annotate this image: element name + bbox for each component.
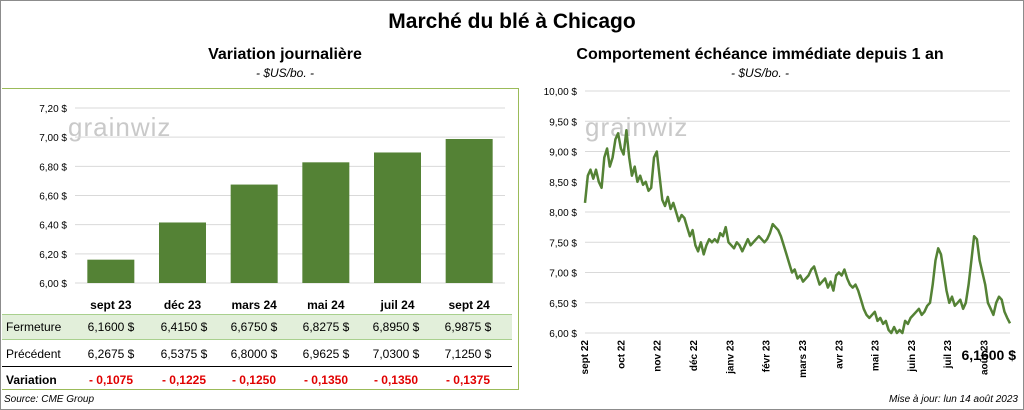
x-tick-label: mars 23 (798, 340, 809, 378)
x-tick-label: oct 22 (616, 340, 627, 369)
table-cell: 6,8275 $ (302, 320, 350, 334)
y-tick-label: 9,50 $ (549, 117, 577, 128)
table-row-fermeture: Fermeture 6,1600 $ 6,4150 $ 6,6750 $ 6,8… (2, 314, 512, 340)
y-tick-label: 6,20 $ (39, 250, 67, 261)
table-cell: 6,6750 $ (230, 320, 278, 334)
x-tick-label: août 23 (980, 340, 991, 375)
y-tick-label: 9,00 $ (549, 148, 577, 159)
row-label: Variation (6, 373, 57, 387)
update-note: Mise à jour: lun 14 août 2023 (889, 394, 1018, 405)
row-label: Fermeture (6, 320, 62, 334)
table-cell: 6,4150 $ (160, 320, 208, 334)
y-tick-label: 10,00 $ (544, 87, 578, 98)
table-cell: 6,8000 $ (230, 347, 278, 361)
bar (87, 259, 135, 283)
table-cell: 6,8950 $ (372, 320, 420, 334)
table-cell: - 0,1350 (303, 373, 349, 387)
y-tick-label: 7,20 $ (39, 104, 67, 115)
last-value-label: 6,1600 $ (962, 347, 1017, 363)
x-tick-label: mai 23 (871, 340, 882, 372)
x-tick-label: juil 24 (379, 298, 414, 312)
table-cell: 6,1600 $ (87, 320, 135, 334)
table-cell: 7,1250 $ (444, 347, 492, 361)
bar (159, 222, 206, 283)
bar-chart-border (2, 88, 519, 390)
table-cell: 6,5375 $ (160, 347, 208, 361)
bar-chart-title: Variation journalière (208, 46, 362, 63)
x-tick-label: sept 24 (448, 298, 490, 312)
main-title: Marché du blé à Chicago (388, 10, 636, 33)
table-row-precedent: Précédent 6,2675 $ 6,5375 $ 6,8000 $ 6,9… (2, 342, 512, 367)
x-tick-label: janv 23 (725, 340, 736, 375)
line-chart-subtitle: - $US/bo. - (730, 66, 790, 80)
line-chart-title: Comportement échéance immédiate depuis 1… (576, 46, 944, 63)
table-cell: - 0,1225 (161, 373, 207, 387)
bar (374, 152, 421, 283)
y-tick-label: 7,50 $ (549, 238, 577, 249)
table-cell: - 0,1375 (445, 373, 491, 387)
x-tick-label: nov 22 (653, 340, 664, 372)
bar-chart-subtitle: - $US/bo. - (255, 66, 315, 80)
table-cell: 6,9625 $ (302, 347, 350, 361)
source-note: Source: CME Group (4, 394, 95, 405)
table-row-variation: Variation - 0,1075 - 0,1225 - 0,1250 - 0… (2, 368, 512, 392)
row-label: Précédent (6, 347, 61, 361)
table-cell: - 0,1350 (373, 373, 419, 387)
bar (302, 162, 350, 283)
table-cell: 6,2675 $ (87, 347, 135, 361)
table-cell: 7,0300 $ (372, 347, 420, 361)
x-tick-label: mars 24 (231, 298, 277, 312)
table-cell: 6,9875 $ (444, 320, 492, 334)
y-tick-label: 6,40 $ (39, 221, 67, 232)
bar (445, 138, 493, 283)
bar (230, 184, 278, 283)
x-tick-label: juil 23 (943, 340, 954, 370)
x-tick-label: sept 22 (580, 340, 591, 375)
x-tick-label: mai 24 (307, 298, 345, 312)
bar-chart: 6,00 $ 6,20 $ 6,40 $ 6,60 $ 6,80 $ 7,00 $ 7,20… (39, 104, 505, 312)
y-tick-label: 6,80 $ (39, 162, 67, 173)
y-tick-label: 6,00 $ (549, 329, 577, 340)
x-tick-label: juin 23 (907, 340, 918, 373)
y-tick-label: 7,00 $ (39, 133, 67, 144)
y-tick-label: 6,60 $ (39, 192, 67, 203)
x-tick-label: févr 23 (762, 340, 773, 373)
table-cell: - 0,1250 (231, 373, 277, 387)
y-tick-label: 6,00 $ (39, 279, 67, 290)
y-tick-label: 6,50 $ (549, 299, 577, 310)
line-chart: 6,00 $ 6,50 $ 7,00 $ 7,50 $ 8,00 $ 8,50 $ 9,00… (544, 87, 1017, 378)
x-tick-label: sept 23 (90, 298, 132, 312)
table-cell: - 0,1075 (88, 373, 134, 387)
x-tick-label: déc 23 (164, 298, 202, 312)
watermark-right: grainwiz (585, 112, 689, 142)
x-tick-label: déc 22 (689, 340, 700, 372)
y-tick-label: 7,00 $ (549, 269, 577, 280)
y-tick-label: 8,50 $ (549, 178, 577, 189)
x-tick-label: avr 23 (834, 340, 845, 369)
price-line (583, 129, 1012, 335)
y-tick-label: 8,00 $ (549, 208, 577, 219)
